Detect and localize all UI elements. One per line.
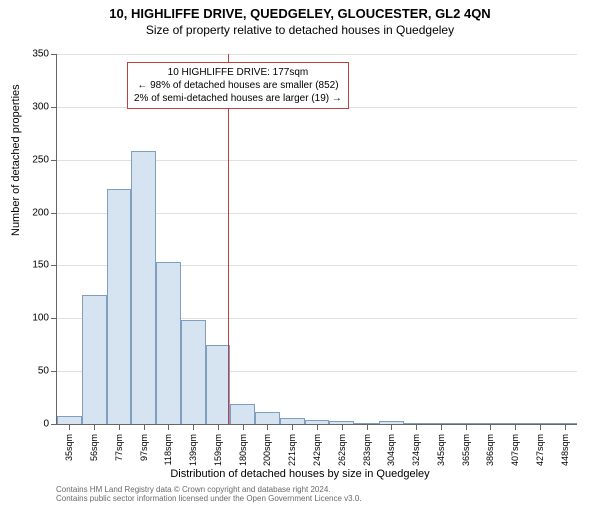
x-tick bbox=[490, 424, 491, 430]
y-tick bbox=[51, 424, 57, 425]
x-tick bbox=[466, 424, 467, 430]
x-tick-label: 242sqm bbox=[312, 434, 322, 466]
gridline bbox=[57, 54, 577, 55]
x-tick-label: 345sqm bbox=[436, 434, 446, 466]
x-tick-label: 139sqm bbox=[188, 434, 198, 466]
y-tick bbox=[51, 371, 57, 372]
annotation-line: 10 HIGHLIFFE DRIVE: 177sqm bbox=[134, 66, 342, 79]
x-tick bbox=[391, 424, 392, 430]
histogram-bar bbox=[107, 189, 132, 424]
y-tick bbox=[51, 265, 57, 266]
y-tick bbox=[51, 213, 57, 214]
histogram-bar bbox=[156, 262, 181, 424]
footer-line-1: Contains HM Land Registry data © Crown c… bbox=[56, 485, 362, 494]
y-tick-label: 100 bbox=[21, 313, 49, 324]
x-tick bbox=[119, 424, 120, 430]
x-tick bbox=[540, 424, 541, 430]
y-tick-label: 50 bbox=[21, 366, 49, 377]
histogram-bar bbox=[206, 345, 231, 424]
y-tick-label: 150 bbox=[21, 260, 49, 271]
y-tick bbox=[51, 54, 57, 55]
x-tick bbox=[292, 424, 293, 430]
x-tick bbox=[515, 424, 516, 430]
reference-line bbox=[228, 54, 229, 424]
x-tick bbox=[367, 424, 368, 430]
y-tick bbox=[51, 318, 57, 319]
annotation-box: 10 HIGHLIFFE DRIVE: 177sqm← 98% of detac… bbox=[127, 62, 349, 109]
histogram-bar bbox=[255, 412, 280, 424]
x-tick-label: 56sqm bbox=[89, 434, 99, 461]
y-tick bbox=[51, 107, 57, 108]
chart-title: 10, HIGHLIFFE DRIVE, QUEDGELEY, GLOUCEST… bbox=[0, 6, 600, 21]
x-tick-label: 304sqm bbox=[386, 434, 396, 466]
x-tick-label: 407sqm bbox=[510, 434, 520, 466]
x-tick bbox=[69, 424, 70, 430]
x-tick-label: 283sqm bbox=[362, 434, 372, 466]
footer-line-2: Contains public sector information licen… bbox=[56, 494, 362, 503]
y-tick-label: 0 bbox=[21, 419, 49, 430]
x-tick bbox=[218, 424, 219, 430]
x-tick-label: 200sqm bbox=[262, 434, 272, 466]
x-tick-label: 180sqm bbox=[238, 434, 248, 466]
x-tick-label: 221sqm bbox=[287, 434, 297, 466]
x-tick bbox=[416, 424, 417, 430]
x-tick-label: 35sqm bbox=[64, 434, 74, 461]
x-tick-label: 118sqm bbox=[163, 434, 173, 465]
x-tick-label: 159sqm bbox=[213, 434, 223, 466]
annotation-line: 2% of semi-detached houses are larger (1… bbox=[134, 92, 342, 105]
x-tick-label: 386sqm bbox=[485, 434, 495, 466]
histogram-bar bbox=[131, 151, 156, 424]
histogram-bar bbox=[82, 295, 107, 424]
x-tick-label: 324sqm bbox=[411, 434, 421, 466]
x-tick bbox=[317, 424, 318, 430]
x-tick-label: 365sqm bbox=[461, 434, 471, 466]
x-tick bbox=[441, 424, 442, 430]
x-tick-label: 262sqm bbox=[337, 434, 347, 466]
footer-attribution: Contains HM Land Registry data © Crown c… bbox=[56, 485, 362, 503]
x-tick-label: 427sqm bbox=[535, 434, 545, 466]
histogram-bar bbox=[230, 404, 255, 424]
x-tick-label: 448sqm bbox=[560, 434, 570, 466]
x-tick bbox=[193, 424, 194, 430]
histogram-bar bbox=[57, 416, 82, 424]
x-tick bbox=[168, 424, 169, 430]
y-tick-label: 300 bbox=[21, 101, 49, 112]
x-tick bbox=[267, 424, 268, 430]
x-tick bbox=[144, 424, 145, 430]
y-tick-label: 200 bbox=[21, 207, 49, 218]
annotation-line: ← 98% of detached houses are smaller (85… bbox=[134, 79, 342, 92]
chart-subtitle: Size of property relative to detached ho… bbox=[0, 23, 600, 37]
y-tick-label: 350 bbox=[21, 49, 49, 60]
x-tick-label: 77sqm bbox=[114, 434, 124, 461]
x-tick-label: 97sqm bbox=[139, 434, 149, 461]
chart-container: 10, HIGHLIFFE DRIVE, QUEDGELEY, GLOUCEST… bbox=[0, 6, 600, 506]
x-tick bbox=[243, 424, 244, 430]
x-tick bbox=[342, 424, 343, 430]
histogram-bar bbox=[181, 320, 206, 424]
x-tick bbox=[565, 424, 566, 430]
y-tick bbox=[51, 160, 57, 161]
x-axis-label: Distribution of detached houses by size … bbox=[0, 468, 600, 480]
y-tick-label: 250 bbox=[21, 154, 49, 165]
plot-area: 05010015020025030035035sqm56sqm77sqm97sq… bbox=[56, 54, 576, 424]
x-tick bbox=[94, 424, 95, 430]
